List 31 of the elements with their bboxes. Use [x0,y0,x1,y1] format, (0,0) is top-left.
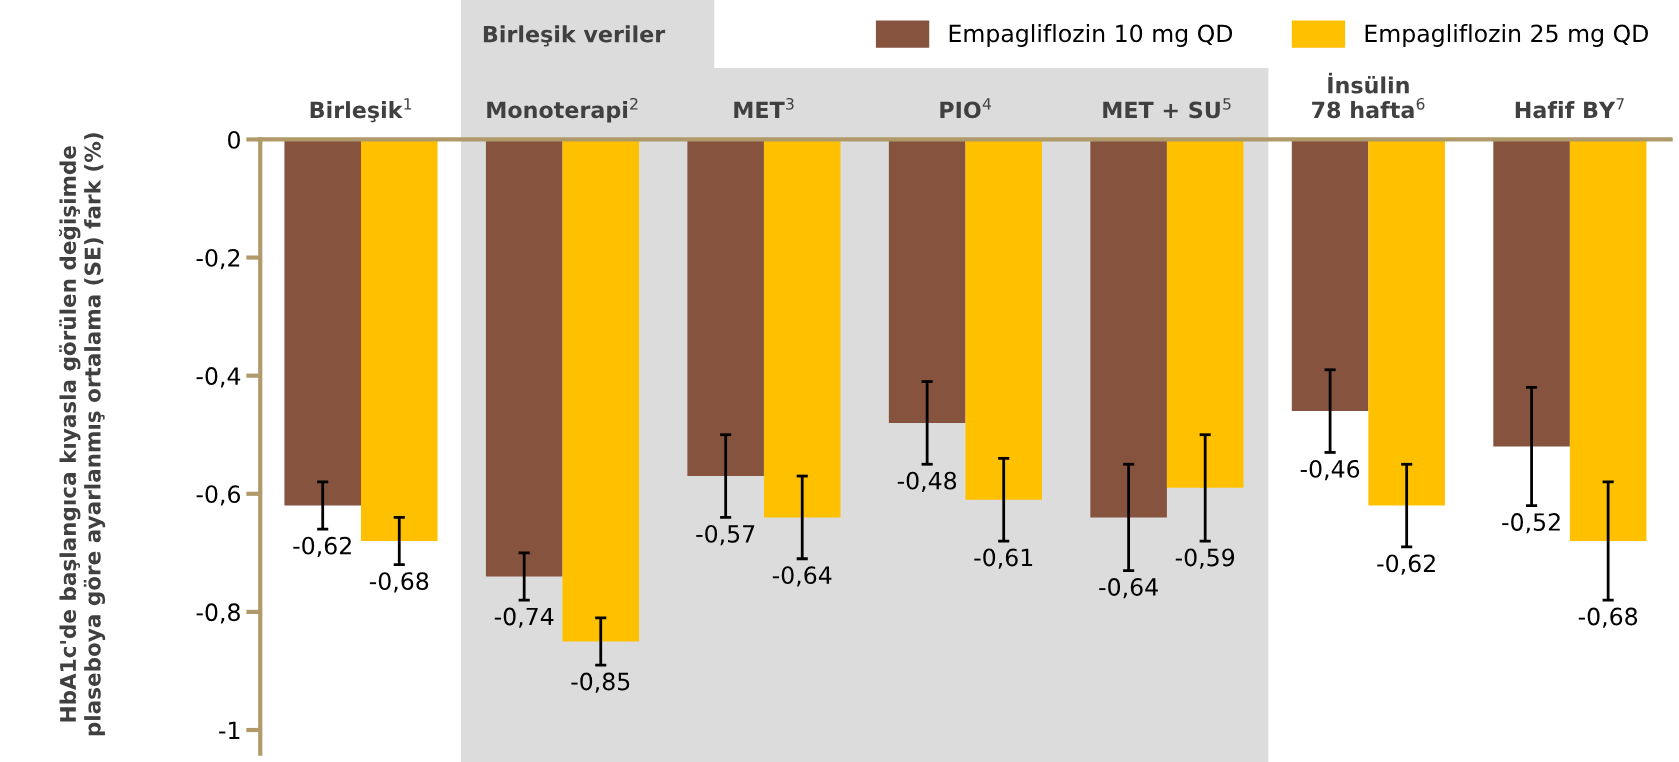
y-tick-label: -0,2 [196,249,240,270]
x-tick-label: Monoterapi$^{2}$ [487,97,638,123]
data-label: -0,68 [1578,607,1638,628]
x-tick-label: PIO$^{4}$ [940,98,991,119]
data-label: -0,74 [494,607,554,628]
data-label: -0,57 [696,524,755,546]
y-tick-label: 0 [228,130,240,149]
y-tick-label: -0,4 [196,367,241,388]
data-label: -0,46 [1300,459,1360,481]
data-label: -0,85 [571,672,630,693]
x-tick-label: İnsülin 78 hafta$^{6}$ [1312,72,1425,119]
data-label: -0,64 [772,566,832,587]
x-tick-label: Hafif BY$^{7}$ [1515,98,1624,119]
data-label: -0,62 [1377,554,1435,575]
data-label: -0,48 [897,471,957,493]
legend-label: Empagliflozin 25 mg QD [1365,24,1648,47]
x-tick-label: MET$^{3}$ [734,97,794,118]
data-label: -0,61 [974,548,1033,569]
y-tick-label: -1 [219,721,240,739]
band-label: Birleşik veriler [483,25,666,47]
data-label: -0,59 [1175,548,1235,569]
data-label: -0,62 [293,536,351,557]
data-label: -0,52 [1502,513,1560,534]
legend-label: Empagliflozin 10 mg QD [949,24,1233,47]
y-tick-label: -0,6 [196,485,241,506]
x-tick-label: MET + SU$^{5}$ [1103,98,1231,119]
y-tick-label: -0,8 [196,603,240,624]
x-tick-label: Birleşik$^{1}$ [310,98,412,123]
data-label: -0,64 [1099,578,1158,599]
y-axis-title: HbA1c'de başlangıca kıyasla görülen değişimde plaseboya göre ayarlanmış ortalama (SE) fark (%) [58,133,106,736]
data-label: -0,68 [369,572,429,593]
